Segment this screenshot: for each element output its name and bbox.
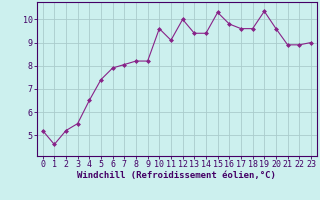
X-axis label: Windchill (Refroidissement éolien,°C): Windchill (Refroidissement éolien,°C) bbox=[77, 171, 276, 180]
